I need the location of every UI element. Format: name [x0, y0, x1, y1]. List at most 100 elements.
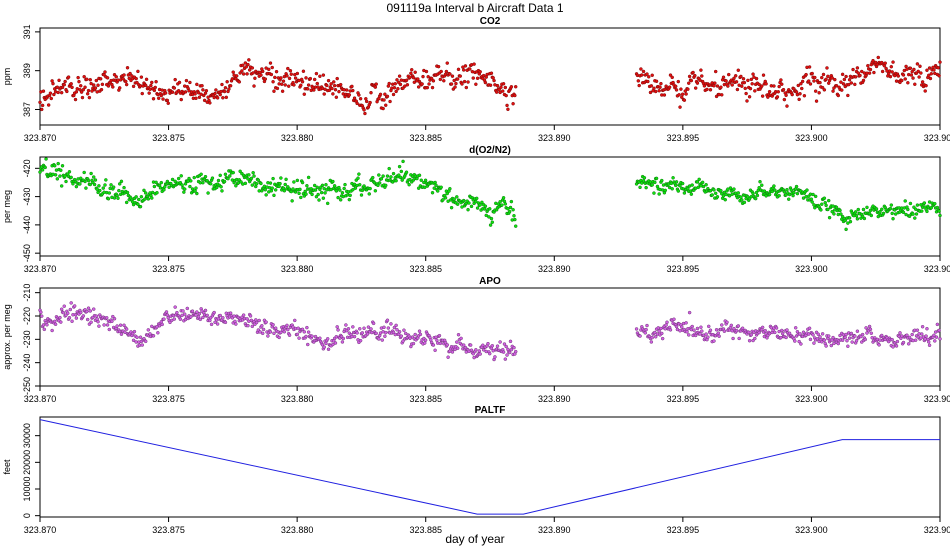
- data-point: [254, 320, 259, 325]
- data-point: [438, 341, 443, 346]
- data-point: [295, 332, 300, 337]
- data-point: [646, 75, 651, 79]
- data-point: [319, 190, 324, 195]
- data-point: [205, 313, 209, 318]
- data-point: [373, 189, 378, 193]
- data-point: [302, 92, 307, 96]
- data-point: [182, 190, 186, 194]
- data-point: [772, 184, 776, 188]
- data-point: [903, 77, 907, 81]
- data-point: [723, 197, 727, 202]
- data-point: [70, 85, 74, 90]
- data-point: [164, 310, 169, 314]
- data-point: [132, 329, 137, 334]
- data-point: [387, 81, 391, 86]
- data-point: [850, 340, 854, 344]
- data-point: [351, 325, 355, 329]
- data-point: [513, 93, 517, 98]
- data-point: [259, 73, 263, 77]
- data-point: [122, 185, 126, 190]
- data-point: [898, 331, 902, 335]
- x-tick-label: 323.870: [24, 525, 57, 535]
- y-axis-label: feet: [2, 459, 12, 475]
- data-point: [96, 319, 100, 324]
- data-point: [653, 335, 658, 339]
- data-point: [710, 193, 714, 197]
- data-point: [285, 74, 289, 78]
- data-point: [159, 180, 164, 185]
- data-point: [720, 323, 724, 327]
- data-point: [449, 82, 454, 86]
- data-point: [487, 207, 492, 211]
- data-point: [252, 84, 256, 88]
- data-point: [197, 311, 202, 316]
- data-point: [200, 83, 204, 88]
- data-point: [325, 201, 330, 206]
- data-point: [325, 83, 329, 88]
- data-point: [854, 338, 859, 343]
- data-point: [79, 90, 84, 94]
- data-point: [642, 176, 647, 180]
- data-point: [383, 330, 388, 335]
- data-point: [271, 80, 275, 84]
- data-point: [450, 350, 455, 354]
- data-point: [846, 221, 850, 225]
- data-point: [700, 329, 704, 333]
- data-point: [719, 85, 723, 89]
- data-point: [847, 216, 852, 220]
- x-axis: 323.870 323.875 323.880 323.885 323.890 323.8…: [24, 125, 950, 143]
- data-point: [471, 76, 476, 80]
- data-point: [208, 318, 212, 323]
- data-point: [767, 192, 772, 197]
- data-point: [272, 193, 276, 198]
- data-point: [396, 86, 400, 91]
- data-point: [680, 181, 685, 186]
- data-point: [855, 66, 860, 70]
- data-point: [787, 331, 792, 336]
- data-point: [234, 184, 238, 188]
- data-point: [392, 85, 397, 90]
- data-point: [417, 329, 422, 333]
- data-point: [279, 176, 283, 180]
- data-point: [861, 78, 866, 83]
- data-point: [310, 334, 314, 338]
- data-point: [374, 331, 378, 336]
- data-point: [416, 85, 421, 89]
- data-point: [770, 189, 774, 194]
- data-point: [277, 184, 281, 189]
- data-point: [501, 350, 506, 354]
- data-point: [247, 173, 251, 177]
- data-point: [932, 333, 936, 338]
- data-point: [246, 323, 250, 328]
- data-point: [348, 193, 352, 198]
- data-point: [855, 217, 860, 221]
- data-point: [433, 348, 437, 353]
- data-point: [52, 163, 57, 168]
- data-point: [641, 179, 646, 183]
- data-point: [645, 323, 649, 328]
- data-point: [760, 325, 765, 330]
- data-point: [817, 91, 821, 95]
- data-point: [690, 183, 694, 187]
- data-point: [94, 78, 99, 83]
- data-point: [93, 86, 98, 90]
- data-point: [684, 92, 688, 96]
- data-point: [389, 322, 393, 326]
- data-point: [391, 92, 396, 97]
- data-point: [63, 79, 67, 84]
- data-point: [223, 320, 228, 325]
- data-point: [890, 70, 894, 74]
- data-point: [924, 334, 928, 338]
- data-point: [755, 193, 760, 198]
- data-point: [222, 179, 227, 184]
- data-point: [374, 82, 378, 86]
- data-point: [337, 89, 341, 94]
- data-point: [273, 188, 278, 192]
- data-point: [343, 182, 347, 187]
- data-point: [85, 92, 90, 96]
- data-point: [867, 71, 872, 75]
- data-point: [442, 79, 446, 83]
- data-point: [324, 182, 328, 187]
- data-point: [506, 107, 510, 112]
- data-point: [142, 188, 146, 193]
